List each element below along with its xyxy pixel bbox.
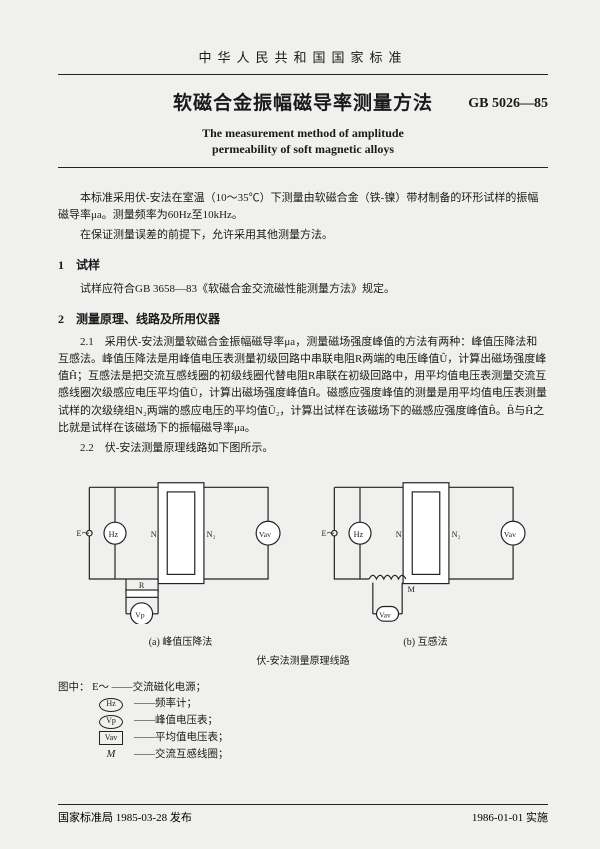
circuit-b: E～ Hz N₁ N₂ Vav M [316,469,536,625]
footer-left: 国家标准局 1985-03-28 发布 [58,809,192,825]
circuit-b-wrapper: E～ Hz N₁ N₂ Vav M [316,469,536,650]
section-1-p1: 试样应符合GB 3658—83《软磁合金交流磁性能测量方法》规定。 [58,281,548,298]
title-en-line2: permeability of soft magnetic alloys [212,142,394,156]
legend-item-1-label: ——频率计； [134,696,197,713]
legend-row-1: Hz ——频率计； [58,696,548,713]
title-en-line1: The measurement method of amplitude [202,126,404,140]
title-english: The measurement method of amplitude perm… [58,125,548,157]
legend-item-0-sym: E～ [92,682,109,693]
national-standard-header: 中华人民共和国国家标准 [58,48,548,68]
svg-text:Hz: Hz [108,529,118,538]
rule-top [58,74,548,75]
svg-text:N₁: N₁ [395,529,404,538]
legend-row-3: Vav ——平均值电压表； [58,730,548,747]
section-2-2: 2.2 伏-安法测量原理线路如下图所示。 [58,440,548,457]
footer: 国家标准局 1985-03-28 发布 1986-01-01 实施 [58,804,548,825]
title-row: 软磁合金振幅磁导率测量方法 GB 5026—85 [58,89,548,118]
section-2-1: 2.1 采用伏-安法测量软磁合金振幅磁导率μa，测量磁场强度峰值的方法有两种：峰… [58,334,548,436]
circuit-a-wrapper: E～ Hz N₁ N₂ Vav [71,469,291,650]
svg-text:N₂: N₂ [451,529,460,538]
legend-item-4-label: ——交流互感线圈； [134,747,229,764]
section-1-title: 1 试样 [58,256,548,275]
legend-intro: 图中： [58,682,90,693]
rule-under-title [58,167,548,168]
legend-item-0-label: ——交流磁化电源； [112,682,207,693]
legend-sym-vp: Vp [99,715,123,729]
svg-text:Vav: Vav [503,529,515,538]
legend-sym-m: M [90,747,132,764]
svg-text:N₂: N₂ [206,529,215,538]
section-2-title: 2 测量原理、线路及所用仪器 [58,310,548,329]
diagram-title: 伏-安法测量原理线路 [58,654,548,670]
svg-text:R: R [138,581,144,590]
intro-p1: 本标准采用伏-安法在室温（10～35℃）下测量由软磁合金（铁-镍）带材制备的环形… [58,190,548,224]
document-page: 中华人民共和国国家标准 软磁合金振幅磁导率测量方法 GB 5026—85 The… [0,0,600,794]
legend-item-2-label: ——峰值电压表； [134,713,218,730]
footer-right: 1986-01-01 实施 [472,809,548,825]
legend-row-2: Vp ——峰值电压表； [58,713,548,730]
svg-text:M: M [407,584,415,593]
standard-code: GB 5026—85 [468,93,548,115]
legend: 图中： E～ ——交流磁化电源； Hz ——频率计； Vp ——峰值电压表； V… [58,680,548,764]
intro-p2: 在保证测量误差的前提下，允许采用其他测量方法。 [58,227,548,244]
svg-text:Vav: Vav [258,529,270,538]
svg-text:Hz: Hz [353,529,363,538]
svg-text:E～: E～ [76,529,89,538]
legend-sym-vav: Vav [99,731,123,745]
svg-text:Vp: Vp [135,610,145,619]
legend-row-4: M ——交流互感线圈； [58,747,548,764]
legend-sym-hz: Hz [99,698,123,712]
circuit-a-caption: (a) 峰值压降法 [71,635,291,651]
svg-text:E～: E～ [321,529,334,538]
circuit-a: E～ Hz N₁ N₂ Vav [71,469,291,625]
svg-text:Vav: Vav [379,610,391,619]
circuit-diagrams: E～ Hz N₁ N₂ Vav [58,469,548,650]
circuit-b-caption: (b) 互感法 [316,635,536,651]
svg-text:N₁: N₁ [150,529,159,538]
legend-item-3-label: ——平均值电压表； [134,730,229,747]
